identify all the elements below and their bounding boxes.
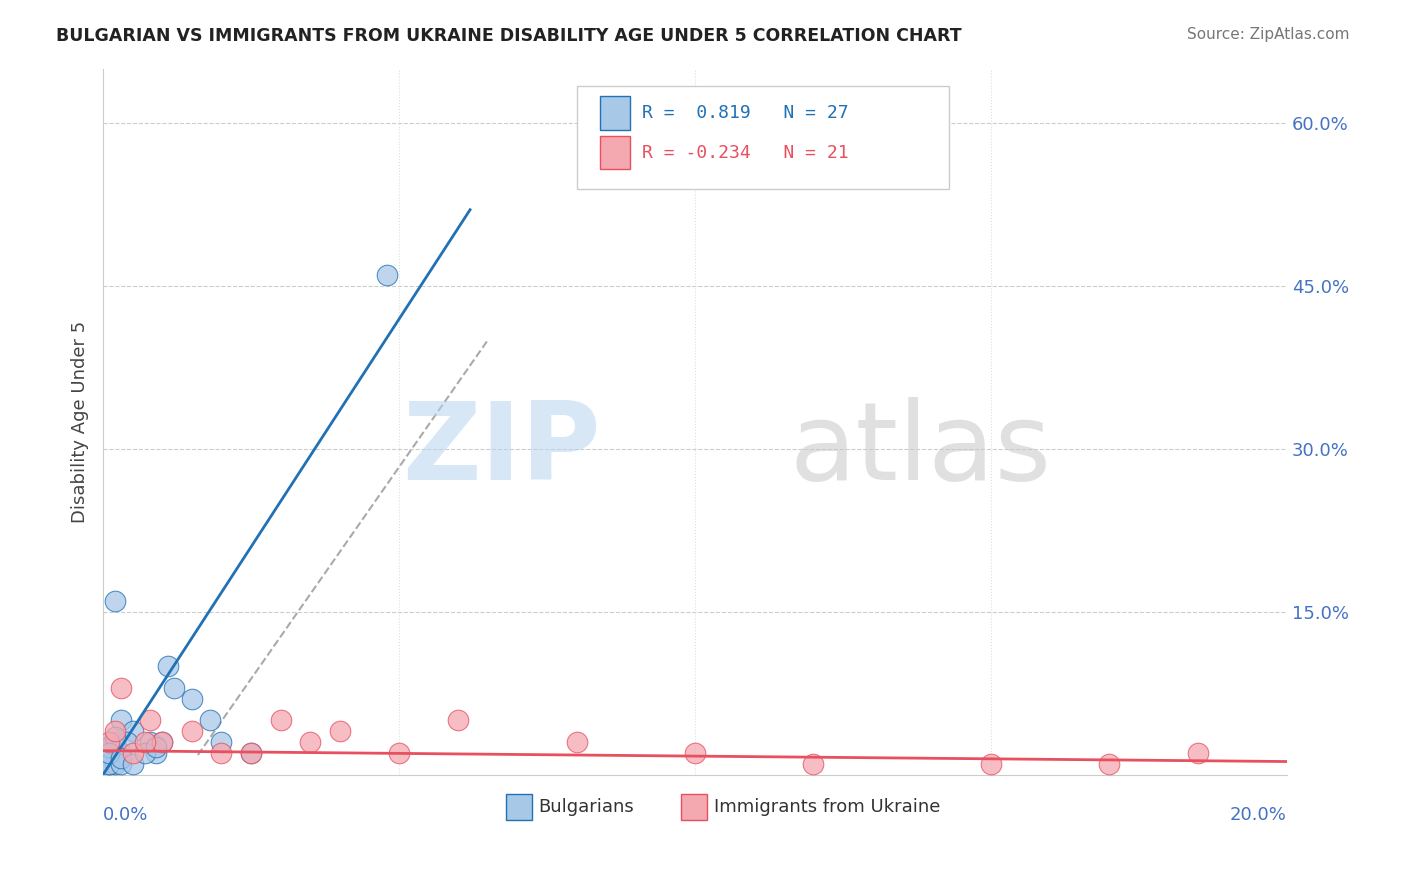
Point [198, 713, 221, 727]
Text: BULGARIAN VS IMMIGRANTS FROM UKRAINE DISABILITY AGE UNDER 5 CORRELATION CHART: BULGARIAN VS IMMIGRANTS FROM UKRAINE DIS… [56, 27, 962, 45]
Point [270, 713, 292, 727]
Point [104, 594, 127, 608]
Bar [681, 794, 707, 821]
Point [115, 735, 138, 749]
Text: 20.0%: 20.0% [1230, 806, 1286, 824]
Point [565, 735, 588, 749]
Point [1098, 756, 1121, 771]
Point [180, 724, 202, 739]
Text: atlas: atlas [790, 397, 1052, 503]
Point [1187, 746, 1209, 760]
Point [110, 751, 132, 765]
Point [98, 756, 121, 771]
Point [329, 724, 352, 739]
Y-axis label: Disability Age Under 5: Disability Age Under 5 [72, 320, 89, 523]
Point [98, 735, 121, 749]
Point [98, 746, 121, 760]
Point [980, 756, 1002, 771]
Point [145, 740, 167, 755]
Point [240, 746, 263, 760]
Point [110, 713, 132, 727]
Text: Bulgarians: Bulgarians [538, 798, 634, 816]
FancyBboxPatch shape [576, 87, 949, 188]
Point [110, 746, 132, 760]
Text: R =  0.819   N = 27: R = 0.819 N = 27 [641, 104, 848, 122]
Text: 0.0%: 0.0% [103, 806, 149, 824]
Point [134, 735, 156, 749]
Text: R = -0.234   N = 21: R = -0.234 N = 21 [641, 145, 848, 162]
Point [211, 735, 233, 749]
Point [104, 756, 127, 771]
Point [110, 756, 132, 771]
Point [211, 746, 233, 760]
Bar [506, 794, 531, 821]
Text: Source: ZipAtlas.com: Source: ZipAtlas.com [1187, 27, 1350, 42]
Point [240, 746, 263, 760]
Point [98, 740, 121, 755]
Point [299, 735, 322, 749]
Point [157, 659, 180, 673]
Point [150, 735, 173, 749]
Point [375, 268, 398, 282]
Point [121, 746, 143, 760]
Text: ZIP: ZIP [402, 397, 600, 503]
Point [104, 735, 127, 749]
Point [145, 746, 167, 760]
Bar [600, 136, 630, 169]
Point [98, 756, 121, 771]
Text: Immigrants from Ukraine: Immigrants from Ukraine [714, 798, 941, 816]
Point [388, 746, 411, 760]
Bar [600, 96, 630, 130]
Point [150, 735, 173, 749]
Point [139, 735, 162, 749]
Point [180, 691, 202, 706]
Point [134, 746, 156, 760]
Point [139, 713, 162, 727]
Point [163, 681, 186, 695]
Point [121, 756, 143, 771]
Point [801, 756, 824, 771]
Point [683, 746, 706, 760]
Point [104, 724, 127, 739]
Point [447, 713, 470, 727]
Point [110, 681, 132, 695]
Point [104, 730, 127, 744]
Point [121, 724, 143, 739]
